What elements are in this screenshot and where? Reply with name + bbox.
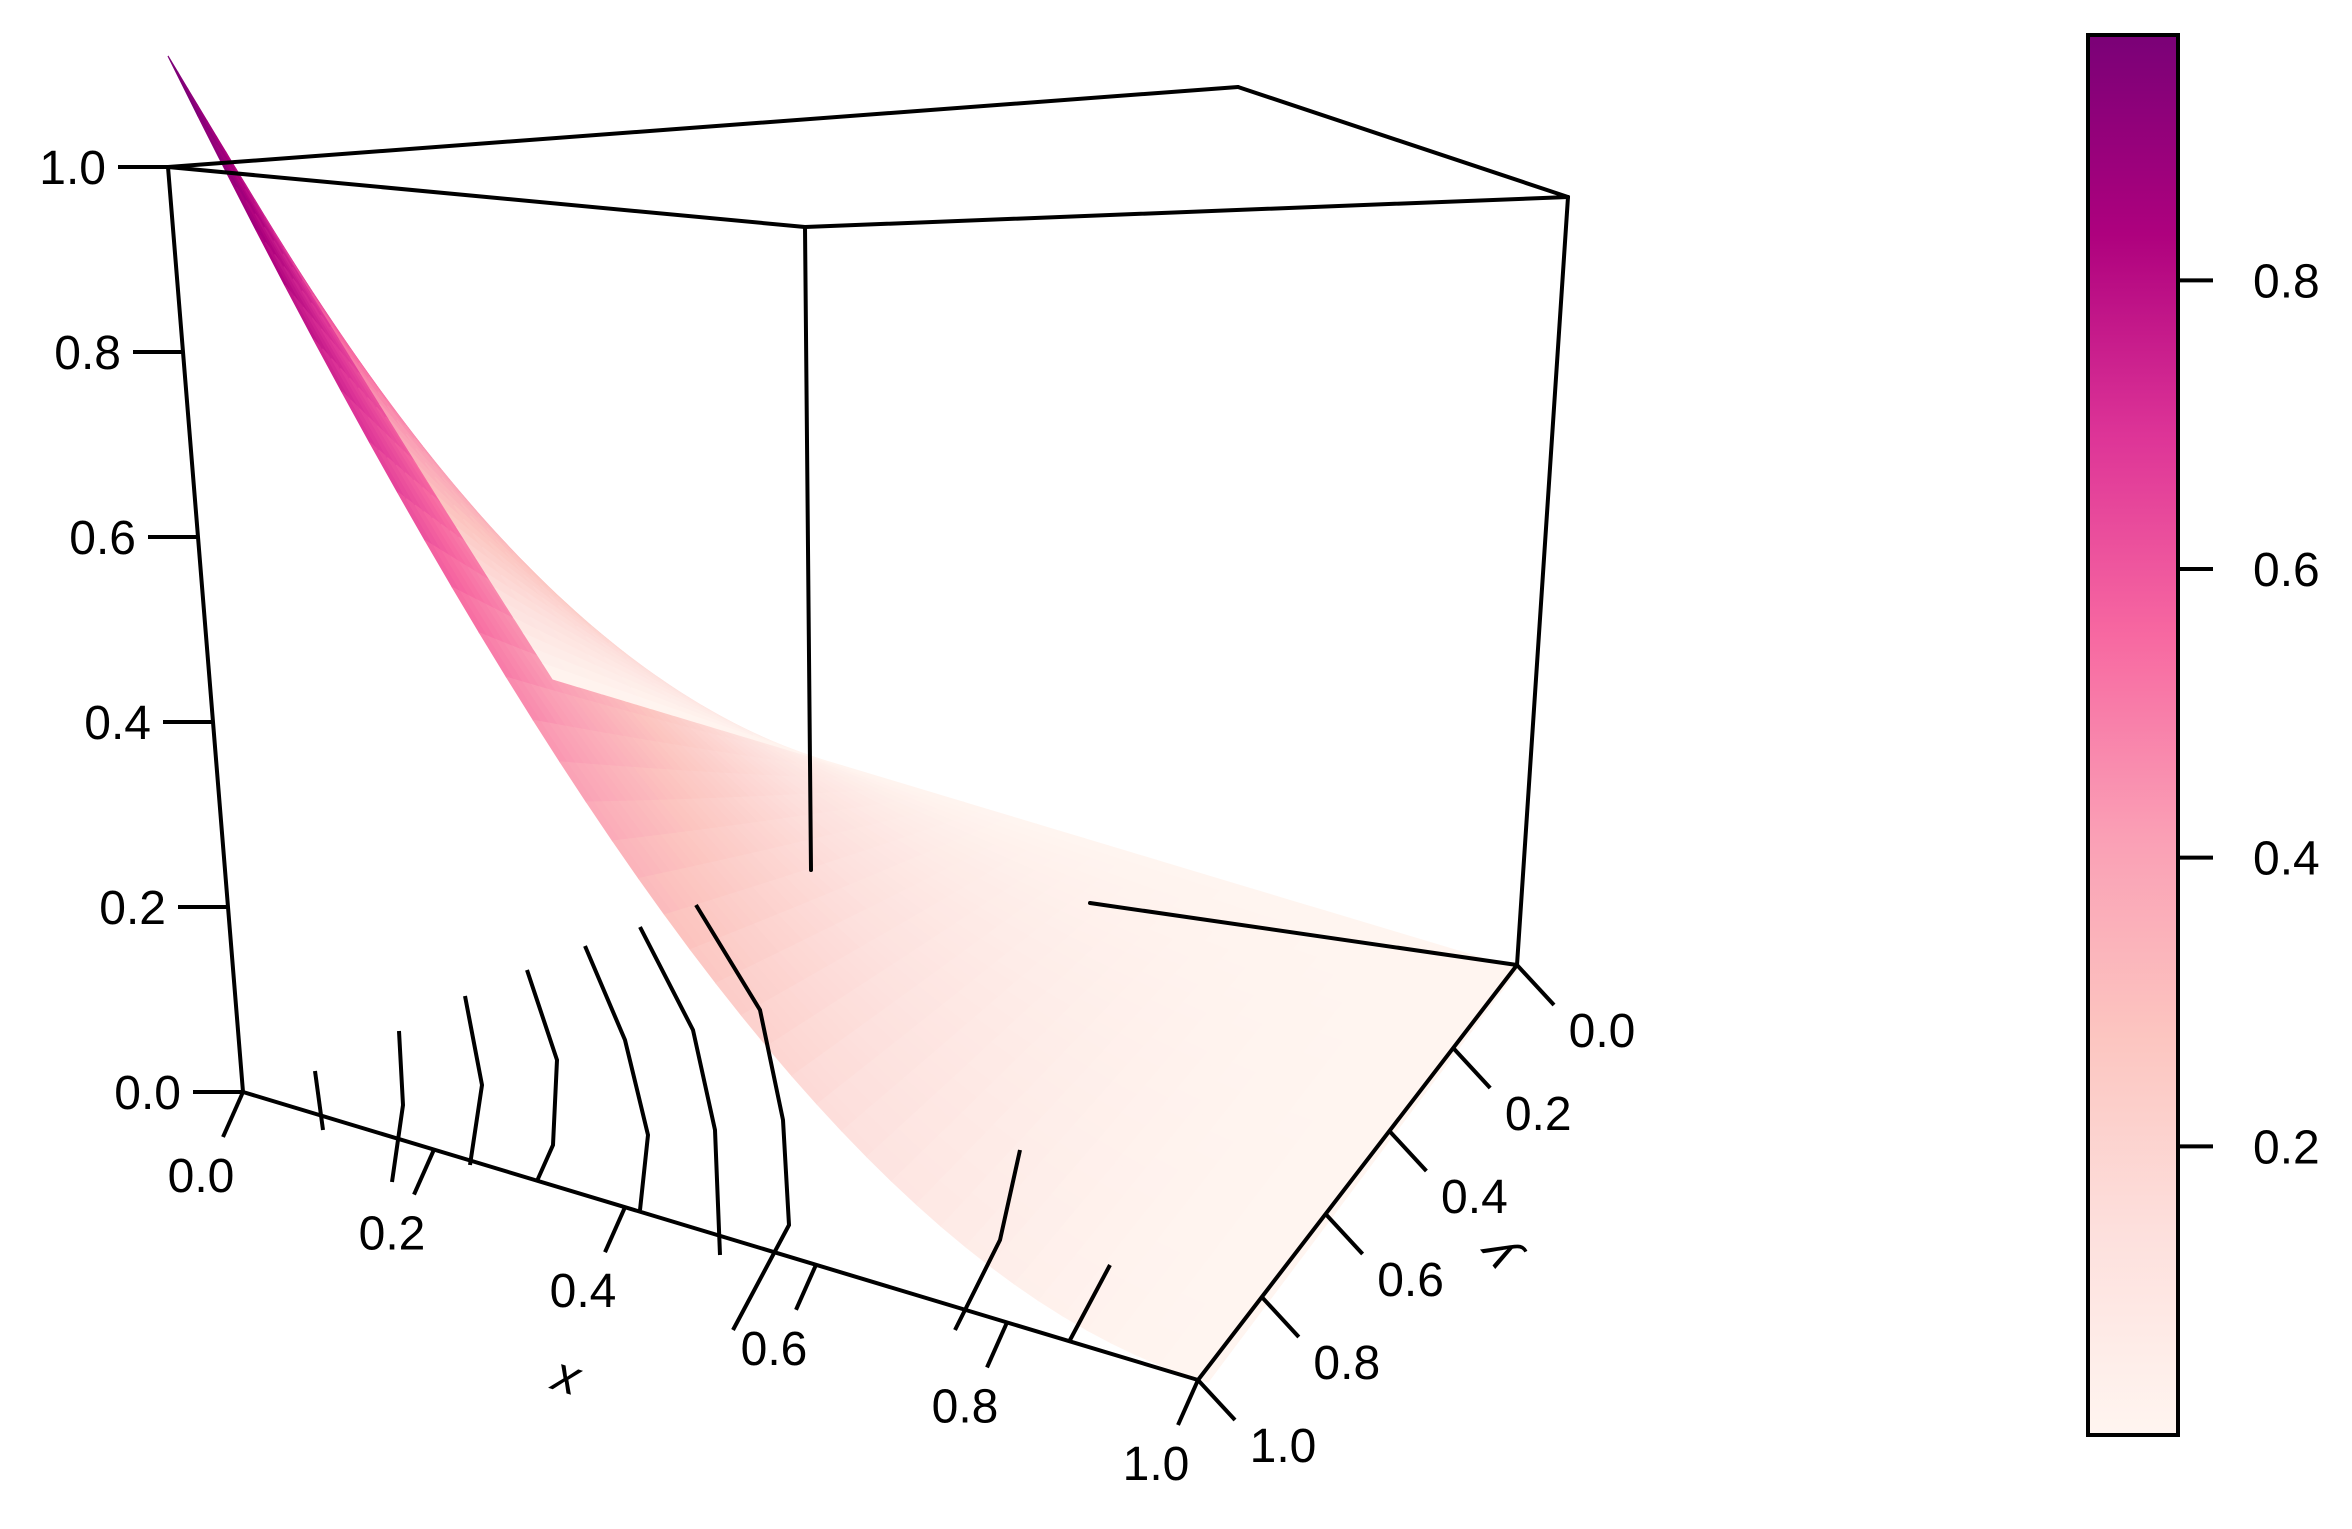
floor-contours: [313, 903, 1112, 1341]
x-tick-label: 1.0: [1123, 1438, 1190, 1491]
floor-contour-line: [638, 926, 722, 1256]
box-edge: [166, 165, 807, 229]
y-tick: [1387, 1129, 1428, 1173]
colorbar-tick-label: 0.4: [2253, 833, 2320, 886]
box-edge: [1515, 195, 1570, 967]
box-edge: [1088, 901, 1519, 967]
y-tick: [1515, 963, 1556, 1007]
floor-contour-line: [953, 1149, 1022, 1331]
x-tick-label: 0.0: [168, 1150, 235, 1203]
x-tick: [1176, 1379, 1200, 1426]
floor-contour-line: [525, 969, 560, 1182]
x-tick-label: 0.2: [359, 1208, 426, 1261]
y-tick-label: 0.6: [1377, 1254, 1444, 1307]
y-tick-label: 1.0: [1250, 1420, 1317, 1473]
y-axis-title: y: [1465, 1226, 1528, 1285]
box-edge: [166, 165, 245, 1094]
box-edge: [803, 195, 1570, 229]
y-tick-label: 0.4: [1441, 1171, 1508, 1224]
z-tick-label: 1.0: [39, 142, 106, 195]
floor-contour-line: [1068, 1264, 1112, 1341]
x-tick: [221, 1091, 245, 1138]
floor-contour-line: [390, 1030, 406, 1183]
x-tick: [794, 1263, 818, 1311]
colorbar-tick-label: 0.8: [2253, 255, 2320, 308]
floor-contour-line: [463, 995, 485, 1166]
z-tick-label: 0.2: [99, 882, 166, 935]
x-axis-title: x: [545, 1345, 589, 1407]
colorbar-tick-label: 0.6: [2253, 544, 2320, 597]
x-tick: [985, 1321, 1009, 1369]
box-edge: [1236, 85, 1570, 199]
z-tick-label: 0.4: [84, 697, 151, 750]
surface-layer: [167, 55, 1519, 1383]
z-tick-label: 0.0: [114, 1067, 181, 1120]
box-edge: [803, 225, 813, 872]
y-tick: [1324, 1212, 1365, 1256]
box-edge: [1196, 963, 1519, 1382]
x-tick: [603, 1206, 627, 1254]
x-tick-label: 0.4: [550, 1265, 617, 1318]
floor-contour-line: [313, 1070, 325, 1131]
y-tick-label: 0.8: [1313, 1337, 1380, 1390]
box-frame: [166, 85, 1570, 1382]
y-tick-label: 0.0: [1569, 1005, 1636, 1058]
colorbar-tick-label: 0.2: [2253, 1121, 2320, 1174]
floor-contour-line: [694, 903, 792, 1331]
y-tick-label: 0.2: [1505, 1088, 1572, 1141]
colorbar: 0.2 0.4 0.6 0.8: [2086, 33, 2320, 1437]
y-tick: [1196, 1378, 1237, 1422]
colorbar-gradient: [2086, 33, 2180, 1437]
floor-contour-line: [583, 945, 651, 1211]
y-tick: [1260, 1295, 1301, 1339]
x-tick: [412, 1148, 436, 1196]
y-tick: [1451, 1046, 1492, 1090]
x-tick-label: 0.8: [932, 1380, 999, 1433]
z-tick-label: 0.6: [69, 512, 136, 565]
z-tick-label: 0.8: [54, 327, 121, 380]
x-tick-label: 0.6: [741, 1323, 808, 1376]
box-edge: [166, 85, 1240, 169]
